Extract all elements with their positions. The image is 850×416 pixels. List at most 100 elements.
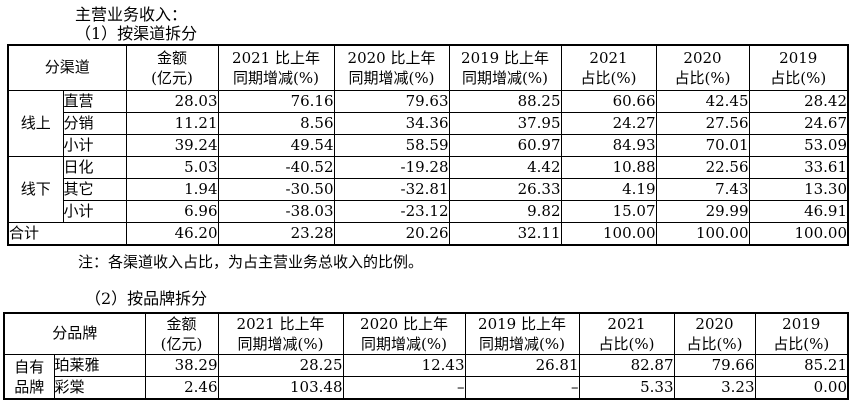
- value-cell: -38.03: [217, 199, 335, 223]
- value-cell: 49.54: [217, 133, 335, 157]
- value-cell: 28.03: [125, 89, 219, 113]
- value-cell: 76.16: [217, 89, 335, 113]
- value-cell: 3.23: [673, 376, 756, 400]
- row-label-cell: 直营: [62, 89, 127, 113]
- header-cell-brand: 分品牌: [3, 312, 146, 355]
- value-cell: 28.25: [217, 354, 344, 377]
- value-cell: 58.59: [333, 133, 450, 157]
- value-cell: 84.93: [560, 133, 657, 157]
- table-row-online-subtotal: 小计 39.24 49.54 58.59 60.97 84.93 70.01 5…: [8, 133, 849, 157]
- value-cell: 33.61: [748, 155, 849, 179]
- value-cell: -30.50: [217, 177, 335, 201]
- value-cell: 10.88: [560, 155, 657, 179]
- table-row-offline-other: 其它 1.94 -30.50 -32.81 26.33 4.19 7.43 13…: [8, 177, 849, 201]
- value-cell: 1.94: [125, 177, 219, 201]
- value-cell: 26.33: [448, 177, 562, 201]
- total-label-cell: 合计: [7, 221, 127, 245]
- value-cell: 7.43: [655, 177, 750, 201]
- brand-table: 分品牌 金额 (亿元) 2021 比上年 同期增减(%) 2020 比上年 同期增减(…: [3, 311, 850, 400]
- value-cell: 82.87: [578, 354, 675, 377]
- row-label-cell: 日化: [62, 155, 127, 179]
- table-row-online-distribution: 分销 11.21 8.56 34.36 37.95 24.27 27.56 24…: [8, 111, 849, 135]
- value-cell: 85.21: [754, 354, 849, 377]
- value-cell: 60.97: [448, 133, 562, 157]
- value-cell: 70.01: [655, 133, 750, 157]
- row-label-cell: 小计: [62, 199, 127, 223]
- header-cell-channel: 分渠道: [7, 44, 127, 91]
- value-cell: 37.95: [448, 111, 562, 135]
- value-cell: 5.33: [578, 376, 675, 400]
- header-cell-share-2020: 2020 占比(%): [673, 312, 756, 355]
- value-cell: 12.43: [342, 354, 466, 377]
- value-cell: 27.56: [655, 111, 750, 135]
- value-cell: 8.56: [217, 111, 335, 135]
- value-cell: 39.24: [125, 133, 219, 157]
- table-row-total: 合计 46.20 23.28 20.26 32.11 100.00 100.00…: [7, 221, 849, 245]
- value-cell: 24.67: [748, 111, 849, 135]
- header-cell-yoy-2021: 2021 比上年 同期增减(%): [217, 312, 344, 355]
- value-cell: 4.42: [448, 155, 562, 179]
- row-label-cell: 其它: [62, 177, 127, 201]
- table-row-offline-daily: 线下 日化 5.03 -40.52 -19.28 4.42 10.88 22.5…: [7, 155, 849, 223]
- value-cell: 0.00: [754, 376, 849, 400]
- value-cell: 26.81: [464, 354, 580, 377]
- value-cell: -32.81: [333, 177, 450, 201]
- row-label-cell: 彩棠: [53, 376, 146, 400]
- section1-title: （1）按渠道拆分: [75, 24, 198, 43]
- value-cell: 34.36: [333, 111, 450, 135]
- value-cell: 22.56: [655, 155, 750, 179]
- value-cell: 23.28: [217, 221, 335, 245]
- value-cell: 5.03: [125, 155, 219, 179]
- value-cell: 46.91: [748, 199, 849, 223]
- value-cell: 79.66: [673, 354, 756, 377]
- section2-title: （2）按品牌拆分: [85, 288, 208, 308]
- value-cell: 2.46: [144, 376, 219, 400]
- header-cell-yoy-2020: 2020 比上年 同期增减(%): [333, 44, 450, 91]
- document-page: 主营业务收入： （1）按渠道拆分 分渠道 金额 (亿元) 2021 比上年 同期增减…: [0, 5, 850, 400]
- value-cell: 38.29: [144, 354, 219, 377]
- value-cell: 46.20: [125, 221, 219, 245]
- value-cell: 13.30: [748, 177, 849, 201]
- row-label-cell: 珀莱雅: [53, 354, 146, 377]
- value-cell: 11.21: [125, 111, 219, 135]
- value-cell: -19.28: [333, 155, 450, 179]
- value-cell: 4.19: [560, 177, 657, 201]
- header-cell-yoy-2021: 2021 比上年 同期增减(%): [217, 44, 335, 91]
- table-row-offline-subtotal: 小计 6.96 -38.03 -23.12 9.82 15.07 29.99 4…: [8, 199, 849, 223]
- value-cell: 88.25: [448, 89, 562, 113]
- value-cell: 29.99: [655, 199, 750, 223]
- value-cell: 100.00: [655, 221, 750, 245]
- value-cell: 60.66: [560, 89, 657, 113]
- page-title: 主营业务收入：: [75, 5, 188, 24]
- value-cell: -23.12: [333, 199, 450, 223]
- group-cell-offline: 线下: [7, 155, 64, 223]
- group-cell-own-brand: 自有 品牌: [3, 354, 55, 400]
- value-cell: 53.09: [748, 133, 849, 157]
- value-cell: 79.63: [333, 89, 450, 113]
- table-row-online-direct: 线上 直营 28.03 76.16 79.63 88.25 60.66 42.4…: [7, 89, 849, 157]
- row-label-cell: 分销: [62, 111, 127, 135]
- value-cell: 24.27: [560, 111, 657, 135]
- value-cell: 15.07: [560, 199, 657, 223]
- value-cell: –: [342, 376, 466, 400]
- value-cell: 20.26: [333, 221, 450, 245]
- value-cell: 103.48: [217, 376, 344, 400]
- channel-table-header-row: 分渠道 金额 (亿元) 2021 比上年 同期增减(%) 2020 比上年 同期增减(…: [7, 44, 849, 91]
- header-cell-share-2021: 2021 占比(%): [578, 312, 675, 355]
- header-cell-share-2021: 2021 占比(%): [560, 44, 657, 91]
- value-cell: 28.42: [748, 89, 849, 113]
- channel-table: 分渠道 金额 (亿元) 2021 比上年 同期增减(%) 2020 比上年 同期增减(…: [7, 44, 850, 246]
- header-cell-share-2019: 2019 占比(%): [754, 312, 849, 355]
- table-note: 注：各渠道收入占比，为占主营业务总收入的比例。: [78, 252, 424, 271]
- value-cell: –: [464, 376, 580, 400]
- table-row-brand-proya: 自有 品牌 珀莱雅 38.29 28.25 12.43 26.81 82.87 7…: [3, 354, 849, 400]
- header-cell-amount: 金额 (亿元): [125, 44, 219, 91]
- value-cell: -40.52: [217, 155, 335, 179]
- value-cell: 42.45: [655, 89, 750, 113]
- value-cell: 32.11: [448, 221, 562, 245]
- header-cell-share-2019: 2019 占比(%): [748, 44, 849, 91]
- header-cell-share-2020: 2020 占比(%): [655, 44, 750, 91]
- header-cell-yoy-2020: 2020 比上年 同期增减(%): [342, 312, 466, 355]
- value-cell: 100.00: [748, 221, 849, 245]
- row-label-cell: 小计: [62, 133, 127, 157]
